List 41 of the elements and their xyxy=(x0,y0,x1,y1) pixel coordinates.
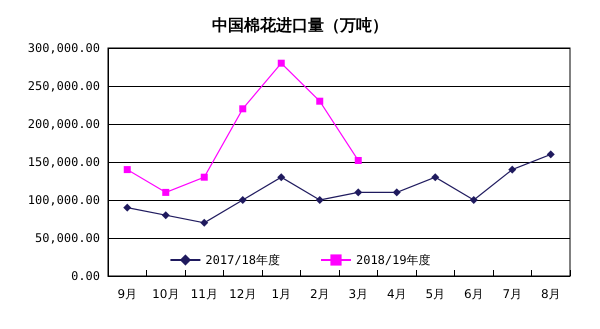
legend-label: 2018/19年度 xyxy=(356,253,431,267)
point xyxy=(431,173,440,182)
y-tick-label: 300,000.00 xyxy=(28,41,100,55)
point xyxy=(316,196,324,204)
y-tick-label: 50,000.00 xyxy=(34,231,100,245)
x-tick-label: 2月 xyxy=(310,287,330,301)
x-tick-label: 5月 xyxy=(425,287,446,301)
point xyxy=(162,188,170,196)
x-tick-label: 10月 xyxy=(152,287,180,301)
y-tick-label: 200,000.00 xyxy=(28,117,100,131)
point xyxy=(470,196,478,204)
point xyxy=(392,188,401,196)
chart-title: 中国棉花进口量（万吨） xyxy=(212,16,388,34)
point xyxy=(546,150,555,158)
x-tick-label: 4月 xyxy=(386,287,407,301)
point xyxy=(123,204,132,212)
x-tick-label: 8月 xyxy=(540,287,561,301)
y-tick-label: 0.00 xyxy=(71,269,100,283)
x-tick-label: 12月 xyxy=(229,287,256,301)
point xyxy=(162,211,170,220)
point xyxy=(278,60,285,67)
x-tick-label: 6月 xyxy=(464,287,484,301)
point xyxy=(200,218,208,227)
point xyxy=(124,166,131,174)
y-tick-label: 250,000.00 xyxy=(28,79,100,93)
x-tick-label: 9月 xyxy=(117,287,138,301)
x-tick-label: 11月 xyxy=(190,287,218,301)
point xyxy=(508,166,516,174)
legend-label: 2017/18年度 xyxy=(205,253,280,267)
point xyxy=(354,156,362,164)
x-tick-label: 1月 xyxy=(271,287,292,301)
point xyxy=(277,173,286,182)
point xyxy=(238,196,247,204)
y-tick-label: 150,000.00 xyxy=(28,155,100,169)
x-tick-label: 7月 xyxy=(502,287,522,301)
point xyxy=(239,105,246,112)
point xyxy=(354,188,362,196)
y-tick-label: 100,000.00 xyxy=(28,193,100,207)
x-tick-label: 3月 xyxy=(348,287,368,301)
point xyxy=(200,174,208,181)
point xyxy=(316,98,324,105)
